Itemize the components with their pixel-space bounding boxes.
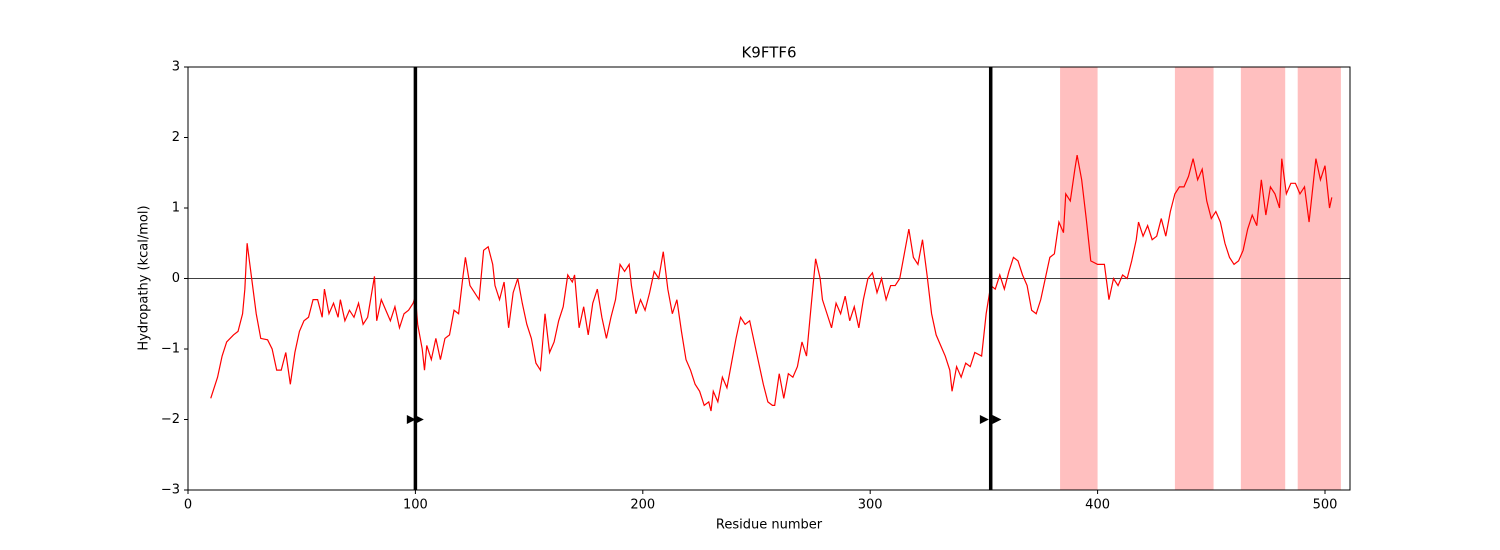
- marker: [992, 415, 1002, 424]
- y-axis-label: Hydropathy (kcal/mol): [137, 205, 152, 350]
- y-tick-label: −1: [161, 342, 180, 357]
- x-tick-label: 0: [184, 498, 192, 513]
- y-tick-label: −3: [161, 483, 180, 498]
- x-axis-label: Residue number: [716, 518, 823, 533]
- x-tick-label: 200: [630, 498, 655, 513]
- x-tick-label: 500: [1313, 498, 1338, 513]
- x-tick-label: 300: [858, 498, 883, 513]
- hydropathy-line: [210, 155, 1333, 412]
- chart-title: K9FTF6: [741, 44, 796, 62]
- y-tick-label: −2: [161, 412, 180, 427]
- x-tick-label: 400: [1085, 498, 1110, 513]
- y-tick-label: 0: [172, 271, 180, 286]
- marker: [406, 415, 416, 424]
- marker: [414, 415, 424, 424]
- marker: [979, 415, 989, 424]
- y-tick-label: 1: [172, 201, 180, 216]
- x-tick-label: 100: [403, 498, 428, 513]
- y-tick-label: 2: [172, 130, 180, 145]
- y-tick-label: 3: [172, 60, 180, 75]
